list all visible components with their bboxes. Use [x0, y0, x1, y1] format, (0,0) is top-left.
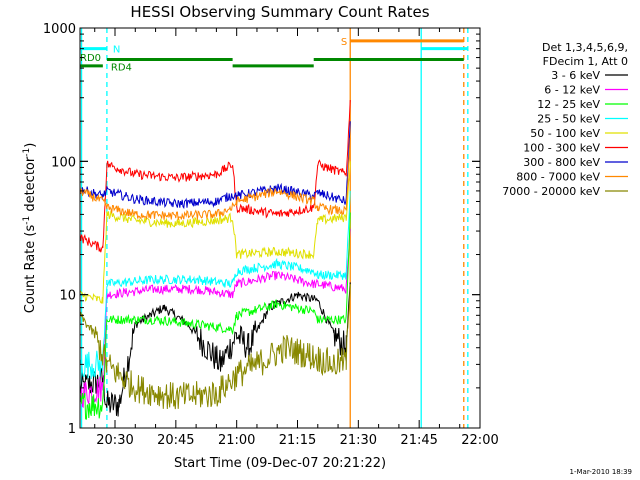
series-line-8 [79, 284, 351, 410]
legend: Det 1,3,4,5,6,9, FDecim 1, Att 0 3 - 6 k… [502, 41, 628, 198]
x-tick-label-1: 20:45 [157, 433, 194, 448]
flag-label-s: S [341, 37, 347, 48]
legend-label-0: 3 - 6 keV [551, 69, 600, 82]
y-axis-ticks: 1 10 100 1000 [43, 22, 480, 437]
series-line-5 [79, 99, 351, 253]
legend-label-3: 25 - 50 keV [537, 113, 600, 126]
legend-label-8: 7000 - 20000 keV [502, 185, 600, 198]
x-tick-label-5: 21:45 [400, 433, 437, 448]
y-tick-label-0: 1 [68, 422, 76, 437]
series-line-7 [79, 137, 351, 221]
legend-label-4: 50 - 100 keV [530, 127, 600, 140]
x-tick-label-3: 21:15 [279, 433, 316, 448]
legend-header-line-1: Det 1,3,4,5,6,9, [542, 41, 628, 54]
flag-label-rd4: RD4 [111, 63, 132, 74]
series-line-3 [79, 190, 351, 380]
y-tick-label-3: 1000 [43, 22, 76, 37]
plot-frame [79, 27, 481, 429]
legend-label-1: 6 - 12 keV [544, 84, 600, 97]
series-line-4 [79, 161, 351, 304]
y-axis-label-tail: detector [23, 156, 38, 216]
legend-label-2: 12 - 25 keV [537, 98, 600, 111]
x-tick-label-0: 20:30 [96, 433, 133, 448]
x-tick-label-2: 21:00 [218, 433, 255, 448]
y-axis-label-close: ) [23, 143, 38, 148]
flag-bars: N S RD0 RD4 [80, 37, 468, 74]
series-line-1 [79, 228, 351, 409]
y-axis-label-main: Count Rate (s [23, 225, 38, 314]
x-axis-label: Start Time (09-Dec-07 20:21:22) [174, 456, 386, 471]
y-tick-label-2: 100 [51, 155, 76, 170]
x-tick-label-6: 22:00 [461, 433, 498, 448]
legend-header-line-2: FDecim 1, Att 0 [543, 55, 628, 68]
legend-label-6: 300 - 800 keV [523, 156, 600, 169]
series-line-2 [79, 212, 351, 420]
y-axis-label-sup-1: -1 [22, 216, 32, 225]
y-axis-label: Count Rate (s-1 detector-1) [22, 143, 38, 314]
y-axis-label-sup-2: -1 [22, 148, 32, 157]
footer-date: 1-Mar-2010 18:39 [570, 468, 632, 476]
series-line-0 [79, 282, 351, 417]
flag-label-rd0: RD0 [80, 53, 101, 64]
x-axis-ticks: 20:30 20:45 21:00 21:15 21:30 21:45 22:00 [94, 28, 499, 448]
legend-label-7: 800 - 7000 keV [516, 171, 600, 184]
chart-title: HESSI Observing Summary Count Rates [130, 3, 429, 21]
flag-label-n: N [113, 45, 120, 56]
x-tick-label-4: 21:30 [340, 433, 377, 448]
legend-label-5: 100 - 300 keV [523, 142, 600, 155]
y-tick-label-1: 10 [59, 289, 76, 304]
series-lines [79, 99, 351, 420]
